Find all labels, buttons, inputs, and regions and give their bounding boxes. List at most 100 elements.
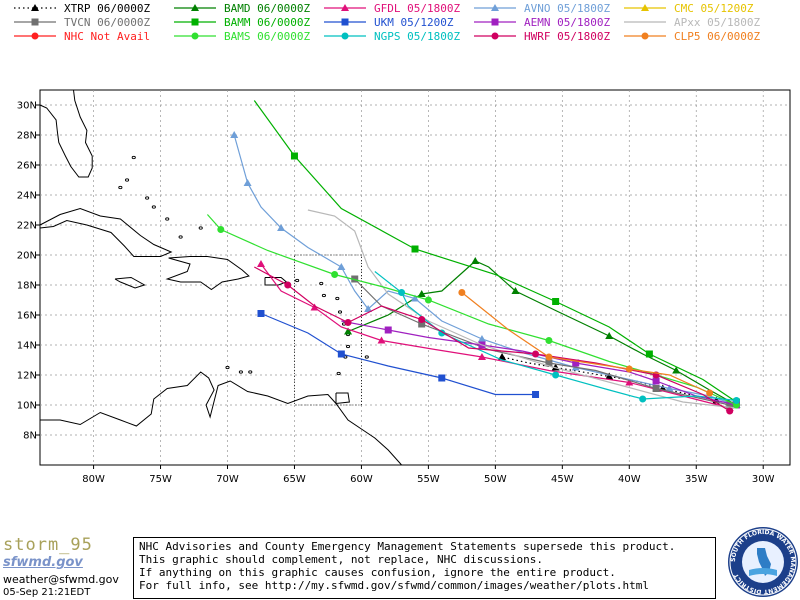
track-line (253, 100, 737, 403)
track-point (277, 224, 286, 231)
legend-marker (191, 18, 199, 26)
disclaimer-line: For full info, see http://my.sfwmd.gov/s… (139, 579, 649, 592)
lon-tick-label: 55W (417, 474, 440, 485)
island (345, 344, 351, 349)
island (225, 365, 230, 370)
track-ngps (374, 271, 740, 404)
track-point (605, 332, 614, 339)
track-point (665, 384, 674, 392)
lat-tick-label: 8N (23, 431, 37, 442)
legend-marker (341, 18, 349, 26)
track-line (254, 266, 731, 412)
track-point (243, 179, 252, 186)
lat-tick-label: 10N (17, 401, 37, 412)
legend-label: AVNO 05/1800Z (524, 1, 611, 15)
legend-swatch-bamm (174, 18, 216, 26)
track-point (572, 359, 580, 367)
track-point (284, 281, 292, 289)
legend-item-aemn: AEMN 05/1800Z (470, 14, 610, 30)
track-point (498, 353, 507, 360)
track-point (552, 371, 560, 379)
track-line (307, 209, 737, 409)
track-line (206, 214, 737, 406)
track-point (625, 365, 633, 373)
island (321, 293, 326, 298)
island (145, 196, 150, 200)
track-point (477, 335, 486, 342)
island (125, 178, 130, 182)
island (178, 235, 183, 239)
island (335, 296, 340, 301)
track-point (398, 289, 406, 296)
legend-item-tvcn: TVCN 06/0000Z (10, 14, 150, 30)
watch-area-box (294, 254, 362, 406)
lat-tick-label: 28N (17, 131, 37, 142)
legend-swatch-aemn (474, 18, 516, 26)
model-legend: XTRP 06/0000Z BAMD 06/0000Z GFDL 05/1800Z A… (0, 0, 800, 50)
track-line (374, 271, 737, 402)
contact-email: weather@sfwmd.gov (3, 573, 119, 586)
track-point (726, 407, 734, 415)
track-point (652, 377, 660, 385)
legend-swatch-avno (474, 4, 516, 11)
legend-item-clp5: CLP5 06/0000Z (620, 28, 760, 44)
storm-id-label: storm_95 (3, 535, 93, 555)
coastline (335, 392, 350, 405)
track-point (532, 350, 540, 358)
legend-label: HWRF 05/1800Z (524, 29, 611, 43)
island (319, 281, 324, 286)
track-point (331, 271, 339, 278)
track-point (337, 350, 345, 358)
sfwmd-seal-icon: SOUTH FLORIDA WATER MANAGEMENT DISTRICT (728, 527, 798, 597)
island (248, 370, 253, 374)
island (336, 371, 341, 376)
island (131, 155, 136, 160)
track-point (256, 260, 265, 267)
lon-tick-label: 30W (752, 474, 775, 485)
lat-tick-label: 24N (17, 191, 37, 202)
legend-label: BAMS 06/0000Z (224, 29, 311, 43)
island (295, 278, 300, 283)
track-point (645, 350, 653, 358)
lon-tick-label: 40W (618, 474, 641, 485)
legend-marker (491, 18, 499, 26)
lon-tick-label: 50W (484, 474, 507, 485)
track-point (411, 294, 419, 302)
lon-tick-label: 35W (685, 474, 708, 485)
disclaimer-box: NHC Advisories and County Emergency Mana… (133, 537, 716, 599)
legend-item-avno: AVNO 05/1800Z (470, 0, 610, 16)
legend-marker (341, 32, 349, 40)
legend-label: BAMM 06/0000Z (224, 15, 311, 29)
lat-tick-label: 12N (17, 371, 37, 382)
island (151, 205, 156, 209)
track-point (337, 263, 346, 270)
legend-marker (341, 4, 349, 11)
legend-marker (491, 4, 499, 11)
legend-item-ngps: NGPS 05/1800Z (320, 28, 460, 44)
legend-label: AEMN 05/1800Z (524, 15, 611, 29)
legend-label: XTRP 06/0000Z (64, 1, 151, 15)
island (165, 217, 170, 221)
island (364, 355, 369, 359)
track-point (424, 296, 432, 304)
track-point (706, 389, 714, 397)
disclaimer-line: If anything on this graphic causes confu… (139, 566, 616, 579)
coastline (39, 207, 173, 257)
island (118, 185, 123, 190)
track-point (471, 257, 480, 264)
coastline (40, 371, 402, 466)
map-frame (39, 89, 791, 466)
legend-label: NGPS 05/1800Z (374, 29, 461, 43)
sfwmd-logo-text: sfwmd.gov (3, 555, 83, 570)
lon-tick-label: 80W (82, 474, 105, 485)
legend-swatch-apxx (624, 21, 666, 23)
track-point (230, 131, 239, 138)
legend-marker (641, 4, 649, 11)
legend-swatch-xtrp (14, 4, 56, 11)
coastline (165, 256, 250, 291)
legend-marker (31, 4, 39, 11)
footer-branding: storm_95 sfwmd.gov weather@sfwmd.gov 05-… (0, 535, 135, 600)
track-clp5 (458, 289, 714, 397)
track-point (377, 336, 386, 344)
